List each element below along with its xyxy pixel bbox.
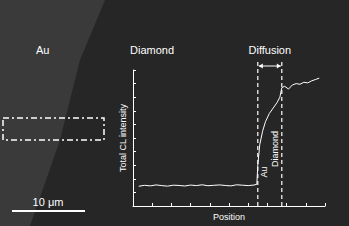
svg-text:Au: Au	[36, 44, 49, 56]
svg-text:Diamond: Diamond	[130, 44, 174, 56]
svg-text:10 μm: 10 μm	[33, 196, 64, 208]
svg-text:Diffusion: Diffusion	[248, 44, 291, 56]
svg-text:Position: Position	[213, 212, 245, 222]
svg-text:Au: Au	[259, 166, 269, 177]
svg-text:Total CL intensity: Total CL intensity	[118, 103, 128, 172]
svg-text:Diamond: Diamond	[270, 131, 280, 167]
